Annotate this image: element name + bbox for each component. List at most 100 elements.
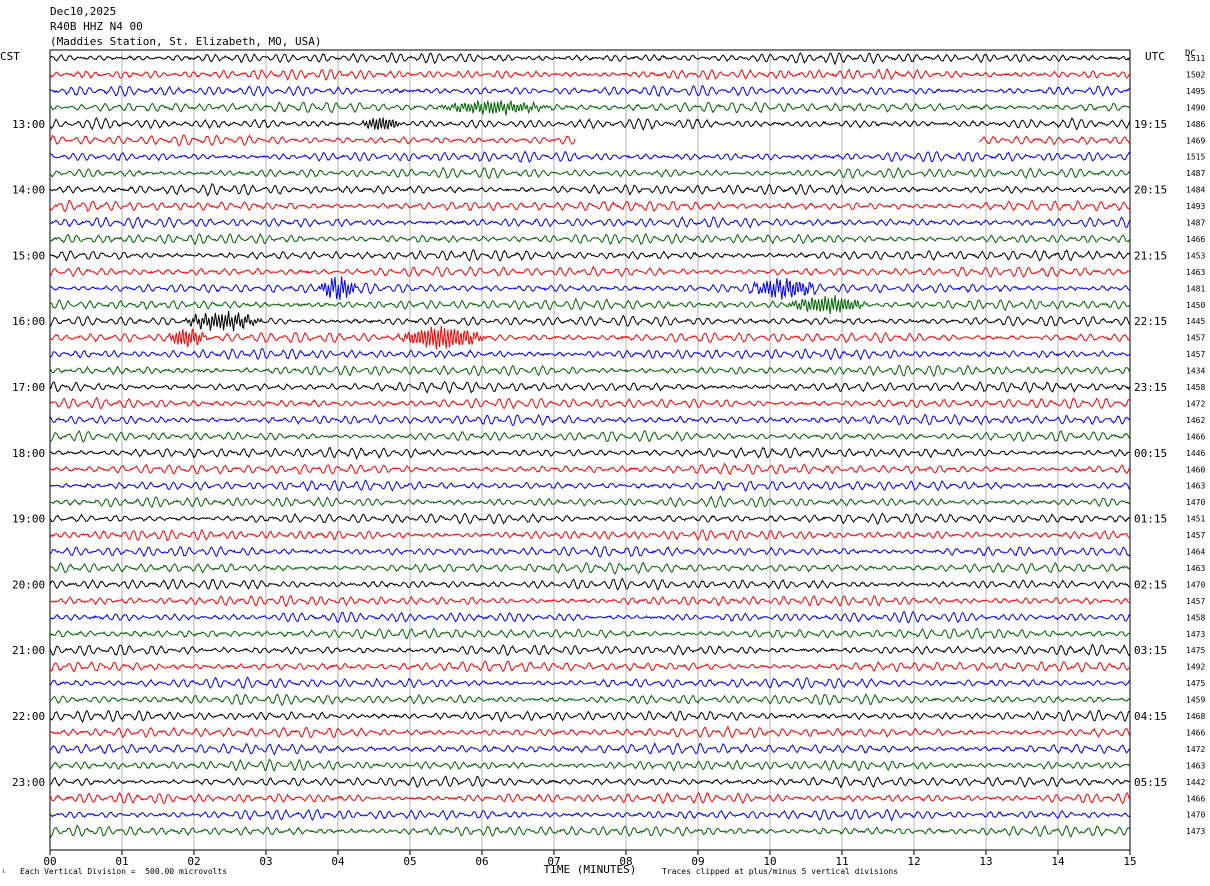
dc-offset-label: 1473 bbox=[1186, 630, 1205, 639]
cst-hour-label: 17:00 bbox=[12, 381, 45, 394]
seismic-trace bbox=[49, 594, 1131, 608]
utc-hour-label: 04:15 bbox=[1134, 710, 1167, 723]
x-tick-label: 10 bbox=[763, 855, 776, 868]
x-tick-label: 15 bbox=[1123, 855, 1136, 868]
utc-hour-label: 23:15 bbox=[1134, 381, 1167, 394]
seismic-trace bbox=[49, 364, 1131, 378]
x-tick-label: 02 bbox=[187, 855, 200, 868]
x-tick-label: 11 bbox=[835, 855, 848, 868]
seismic-trace bbox=[49, 528, 1131, 542]
seismic-trace bbox=[49, 325, 1131, 350]
seismic-trace bbox=[49, 824, 1131, 839]
seismic-trace bbox=[49, 693, 1131, 706]
dc-offset-label: 1470 bbox=[1186, 498, 1205, 507]
dc-offset-label: 1457 bbox=[1186, 597, 1205, 606]
seismic-trace bbox=[49, 85, 1131, 98]
dc-offset-label: 1515 bbox=[1186, 153, 1205, 162]
cst-hour-label: 15:00 bbox=[12, 249, 45, 262]
seismic-trace bbox=[49, 413, 1131, 426]
seismic-trace bbox=[49, 627, 1131, 640]
utc-hour-label: 22:15 bbox=[1134, 315, 1167, 328]
seismic-trace bbox=[49, 182, 1131, 197]
dc-offset-label: 1466 bbox=[1186, 794, 1205, 803]
seismic-trace bbox=[49, 347, 1131, 361]
x-tick-label: 09 bbox=[691, 855, 704, 868]
dc-offset-label: 1458 bbox=[1186, 383, 1205, 392]
station-code-label: R40B HHZ N4 00 bbox=[50, 20, 143, 33]
dc-offset-label: 1486 bbox=[1186, 120, 1205, 129]
seismic-trace bbox=[49, 276, 1131, 300]
seismic-trace bbox=[49, 610, 1131, 624]
dc-offset-label: 1463 bbox=[1186, 482, 1205, 491]
dc-offset-label: 1475 bbox=[1186, 679, 1205, 688]
dc-offset-label: 1463 bbox=[1186, 564, 1205, 573]
dc-offset-label: 1473 bbox=[1186, 827, 1205, 836]
seismic-trace bbox=[49, 775, 1131, 789]
seismic-trace bbox=[49, 512, 1131, 525]
seismic-trace bbox=[49, 52, 1131, 66]
seismic-trace bbox=[49, 116, 1131, 132]
utc-hour-label: 03:15 bbox=[1134, 644, 1167, 657]
seismic-trace bbox=[49, 265, 1131, 279]
x-tick-label: 03 bbox=[259, 855, 272, 868]
dc-offset-label: 1468 bbox=[1186, 712, 1205, 721]
seismic-trace bbox=[49, 429, 1131, 443]
dc-offset-label: 1434 bbox=[1186, 367, 1205, 376]
seismic-trace bbox=[49, 310, 1131, 332]
dc-offset-label: 1502 bbox=[1186, 70, 1205, 79]
seismic-trace bbox=[49, 676, 1131, 690]
x-tick-label: 14 bbox=[1051, 855, 1065, 868]
dc-offset-label: 1484 bbox=[1186, 186, 1205, 195]
dc-offset-label: 1487 bbox=[1186, 169, 1205, 178]
utc-hour-label: 01:15 bbox=[1134, 513, 1167, 526]
x-axis-title: TIME (MINUTES) bbox=[544, 863, 637, 876]
seismic-trace bbox=[49, 808, 1131, 822]
seismic-trace bbox=[49, 134, 1131, 147]
cst-hour-label: 21:00 bbox=[12, 644, 45, 657]
x-tick-label: 00 bbox=[43, 855, 56, 868]
dc-offset-label: 1453 bbox=[1186, 251, 1205, 260]
dc-offset-label: 1464 bbox=[1186, 548, 1205, 557]
dc-offset-label: 1493 bbox=[1186, 202, 1205, 211]
dc-offset-label: 1445 bbox=[1186, 317, 1205, 326]
dc-offset-label: 1457 bbox=[1186, 350, 1205, 359]
cst-hour-label: 13:00 bbox=[12, 118, 45, 131]
dc-offset-label: 1470 bbox=[1186, 580, 1205, 589]
dc-column-label: DC bbox=[1185, 49, 1196, 59]
cst-axis-label: CST bbox=[0, 50, 20, 63]
dc-offset-label: 1463 bbox=[1186, 761, 1205, 770]
cst-hour-label: 18:00 bbox=[12, 447, 45, 460]
dc-offset-label: 1490 bbox=[1186, 103, 1205, 112]
dc-offset-label: 1457 bbox=[1186, 531, 1205, 540]
dc-offset-label: 1446 bbox=[1186, 449, 1205, 458]
seismic-trace bbox=[49, 479, 1131, 492]
utc-hour-label: 20:15 bbox=[1134, 184, 1167, 197]
dc-offset-label: 1466 bbox=[1186, 728, 1205, 737]
dc-offset-label: 1481 bbox=[1186, 284, 1205, 293]
dc-offset-label: 1463 bbox=[1186, 268, 1205, 277]
x-tick-label: 12 bbox=[907, 855, 920, 868]
dc-offset-label: 1469 bbox=[1186, 136, 1205, 145]
dc-offset-label: 1450 bbox=[1186, 301, 1205, 310]
utc-hour-label: 02:15 bbox=[1134, 578, 1167, 591]
dc-offset-label: 1470 bbox=[1186, 811, 1205, 820]
seismic-trace bbox=[49, 150, 1131, 163]
seismic-trace bbox=[49, 215, 1131, 230]
utc-hour-label: 05:15 bbox=[1134, 776, 1167, 789]
cst-hour-label: 14:00 bbox=[12, 184, 45, 197]
utc-hour-label: 00:15 bbox=[1134, 447, 1167, 460]
dc-offset-label: 1472 bbox=[1186, 399, 1205, 408]
x-tick-label: 08 bbox=[619, 855, 632, 868]
seismic-trace bbox=[49, 99, 1131, 116]
cst-hour-label: 16:00 bbox=[12, 315, 45, 328]
seismic-trace bbox=[49, 741, 1131, 756]
seismic-trace bbox=[49, 446, 1131, 460]
cst-hour-label: 23:00 bbox=[12, 776, 45, 789]
seismic-trace bbox=[49, 295, 1131, 314]
cst-hour-label: 20:00 bbox=[12, 578, 45, 591]
utc-axis-label: UTC bbox=[1145, 50, 1165, 63]
seismic-trace bbox=[50, 660, 1131, 674]
seismic-trace bbox=[49, 545, 1131, 558]
seismic-trace bbox=[49, 725, 1131, 739]
cst-hour-label: 19:00 bbox=[12, 513, 45, 526]
